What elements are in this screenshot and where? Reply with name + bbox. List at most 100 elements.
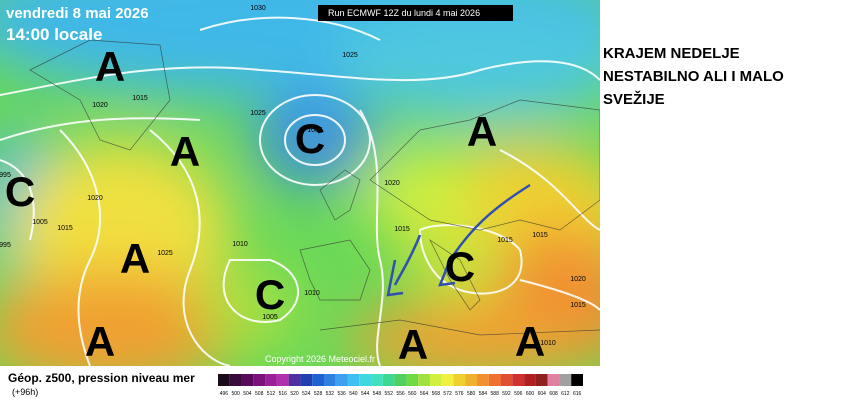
isobar-label: 1015 (497, 237, 513, 244)
scale-label: 568 (432, 391, 441, 397)
pressure-system: A (120, 235, 150, 282)
scale-label: 524 (302, 391, 311, 397)
scale-label: 596 (514, 391, 523, 397)
scale-label: 516 (279, 391, 288, 397)
scale-label: 608 (549, 391, 558, 397)
scale-label: 572 (443, 391, 452, 397)
isobar-label: 1020 (384, 180, 400, 187)
trough-arrows (386, 183, 531, 297)
pressure-system: C (295, 115, 325, 162)
scale-label: 556 (396, 391, 405, 397)
isobar-label: 1005 (32, 219, 48, 226)
isobar-label: 1015 (532, 232, 548, 239)
scale-swatch (371, 374, 383, 386)
isobar-label: 1020 (570, 276, 586, 283)
scale-label: 520 (290, 391, 299, 397)
scale-swatch (359, 374, 372, 386)
annotation-line: SVEŽIJE (603, 90, 665, 108)
scale-swatch (253, 374, 266, 386)
scale-label: 536 (337, 391, 346, 397)
isobar-label: 1005 (262, 314, 278, 321)
isobar-label: 1010 (232, 241, 248, 248)
pressure-system: A (170, 128, 200, 175)
isobar-label: 1015 (394, 226, 410, 233)
pressure-system: A (85, 318, 115, 365)
scale-swatch (453, 374, 466, 386)
pressure-system: C (5, 168, 35, 215)
annotation-line: NESTABILNO ALI I MALO (603, 68, 784, 85)
run-box (318, 5, 513, 21)
isobar-label: 1015 (132, 95, 148, 102)
scale-label: 580 (467, 391, 476, 397)
scale-swatch (300, 374, 313, 386)
scale-label: 508 (255, 391, 264, 397)
isobar-label: 1025 (342, 52, 358, 59)
isobar-label: 1025 (250, 110, 266, 117)
scale-swatch (229, 374, 242, 386)
scale-label: 560 (408, 391, 417, 397)
pressure-system: A (95, 43, 125, 90)
scale-swatch (394, 374, 407, 386)
isobar-label: 1015 (570, 302, 586, 309)
isobar-label: 1005 (307, 127, 323, 134)
scale-swatch (288, 374, 301, 386)
isobar-label: 1015 (57, 225, 73, 232)
isobar-label: 1030 (250, 5, 266, 12)
scale-swatch (312, 374, 324, 386)
color-scale: 496 500 504 508 512 516 520 524 528 532 536 540 544 5… (218, 374, 583, 397)
scale-label: 504 (243, 391, 252, 397)
scale-label: 540 (349, 391, 358, 397)
pressure-system: A (467, 108, 497, 155)
scale-label: 592 (502, 391, 511, 397)
scale-swatch (406, 374, 419, 386)
scale-swatch (218, 374, 230, 386)
isobar-label: 1020 (92, 102, 108, 109)
scale-swatch (441, 374, 454, 386)
isobar-label: 1025 (157, 250, 173, 257)
date: vendredi 8 mai 2026 (6, 5, 149, 22)
scale-label: 576 (455, 391, 464, 397)
scale-swatch (535, 374, 548, 386)
scale-swatch (382, 374, 395, 386)
coastlines (29, 39, 600, 336)
scale-swatch (500, 374, 513, 386)
scale-swatch (571, 374, 583, 386)
isobar-label: 995 (0, 242, 11, 249)
isobar-labels: 1030 1025 1020 1015 1025 1005 1020 1020 1015 1010… (0, 5, 586, 347)
scale-swatch (265, 374, 277, 386)
isobar-label: 995 (0, 172, 11, 179)
annotation-line: KRAJEM NEDELJE (603, 45, 740, 62)
scale-label: 600 (526, 391, 535, 397)
pressure-system: A (398, 321, 428, 368)
footer-title: Géop. z500, pression niveau mer (8, 371, 195, 385)
scale-label: 532 (326, 391, 335, 397)
scale-swatch (488, 374, 501, 386)
scale-label: 544 (361, 391, 370, 397)
pressure-system: C (445, 243, 475, 290)
isobar-label: 1020 (87, 195, 103, 202)
scale-label: 528 (314, 391, 323, 397)
scale-label: 548 (373, 391, 382, 397)
scale-swatch (335, 374, 348, 386)
copyright: Copyright 2026 Meteociel.fr (265, 354, 375, 364)
scale-label: 564 (420, 391, 429, 397)
time: 14:00 locale (6, 25, 102, 44)
scale-swatch (323, 374, 336, 386)
scale-label: 552 (385, 391, 394, 397)
isobars (0, 16, 600, 366)
scale-swatch (241, 374, 254, 386)
scale-swatch (418, 374, 430, 386)
footer-step: (+96h) (12, 387, 38, 397)
scale-label: 496 (220, 391, 229, 397)
scale-swatch (524, 374, 536, 386)
scale-swatch (429, 374, 442, 386)
scale-swatch (547, 374, 560, 386)
run-info: Run ECMWF 12Z du lundi 4 mai 2026 (328, 8, 480, 18)
scale-label: 588 (491, 391, 500, 397)
scale-swatch (559, 374, 572, 386)
scale-swatch (347, 374, 360, 386)
scale-label: 584 (479, 391, 488, 397)
